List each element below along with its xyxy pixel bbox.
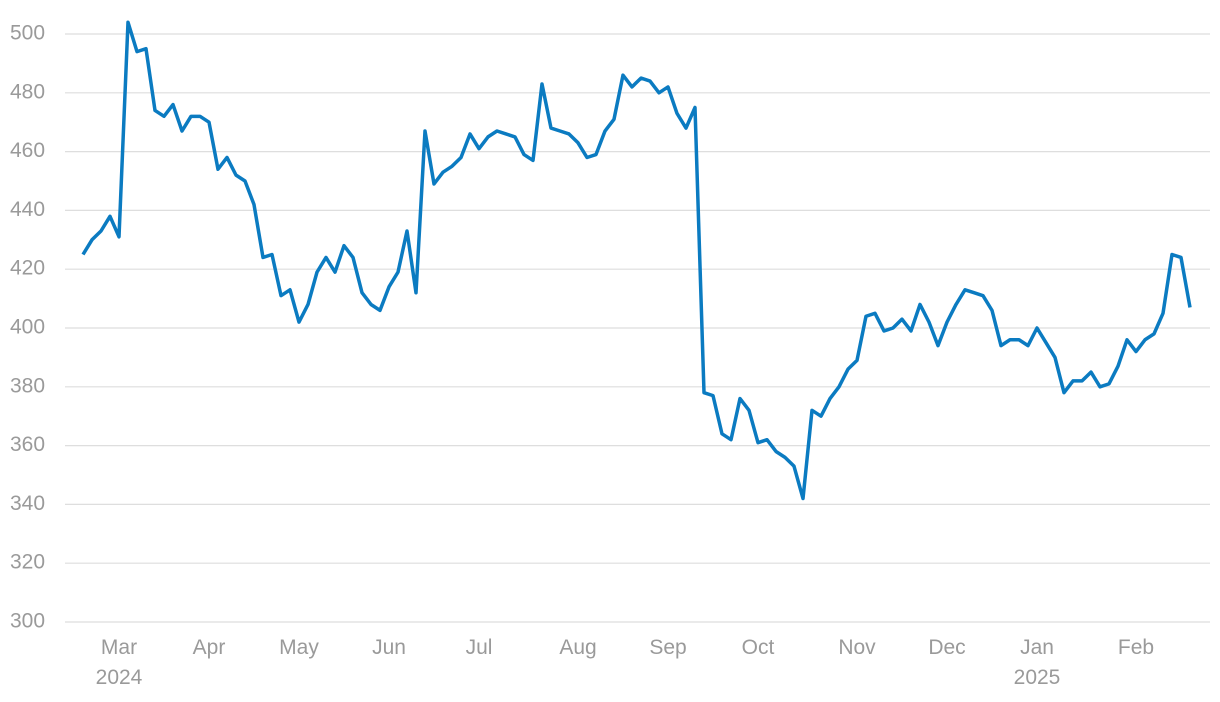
price-line (81, 20, 1192, 501)
x-tick-label: Nov (838, 636, 876, 659)
y-tick-label: 480 (10, 80, 45, 103)
y-tick-label: 440 (10, 198, 45, 221)
y-tick-label: 320 (10, 551, 45, 574)
x-tick-label: Dec (928, 636, 965, 659)
y-tick-label: 380 (10, 374, 45, 397)
x-tick-label: Jun (372, 636, 406, 659)
y-tick-label: 340 (10, 492, 45, 515)
x-tick-label: Oct (742, 636, 775, 659)
y-tick-label: 300 (10, 610, 45, 633)
y-tick-label: 400 (10, 316, 45, 339)
y-tick-label: 360 (10, 433, 45, 456)
y-tick-label: 420 (10, 257, 45, 280)
x-tick-label: Feb (1118, 636, 1154, 659)
x-tick-label: Apr (193, 636, 226, 659)
x-tick-label: Aug (559, 636, 596, 659)
x-tick-label: May (279, 636, 319, 659)
y-tick-label: 500 (10, 22, 45, 45)
x-tick-label: Mar 2024 (96, 636, 143, 689)
y-tick-label: 460 (10, 139, 45, 162)
x-tick-label: Sep (649, 636, 686, 659)
x-tick-label: Jan 2025 (1014, 636, 1061, 689)
x-tick-label: Jul (466, 636, 493, 659)
